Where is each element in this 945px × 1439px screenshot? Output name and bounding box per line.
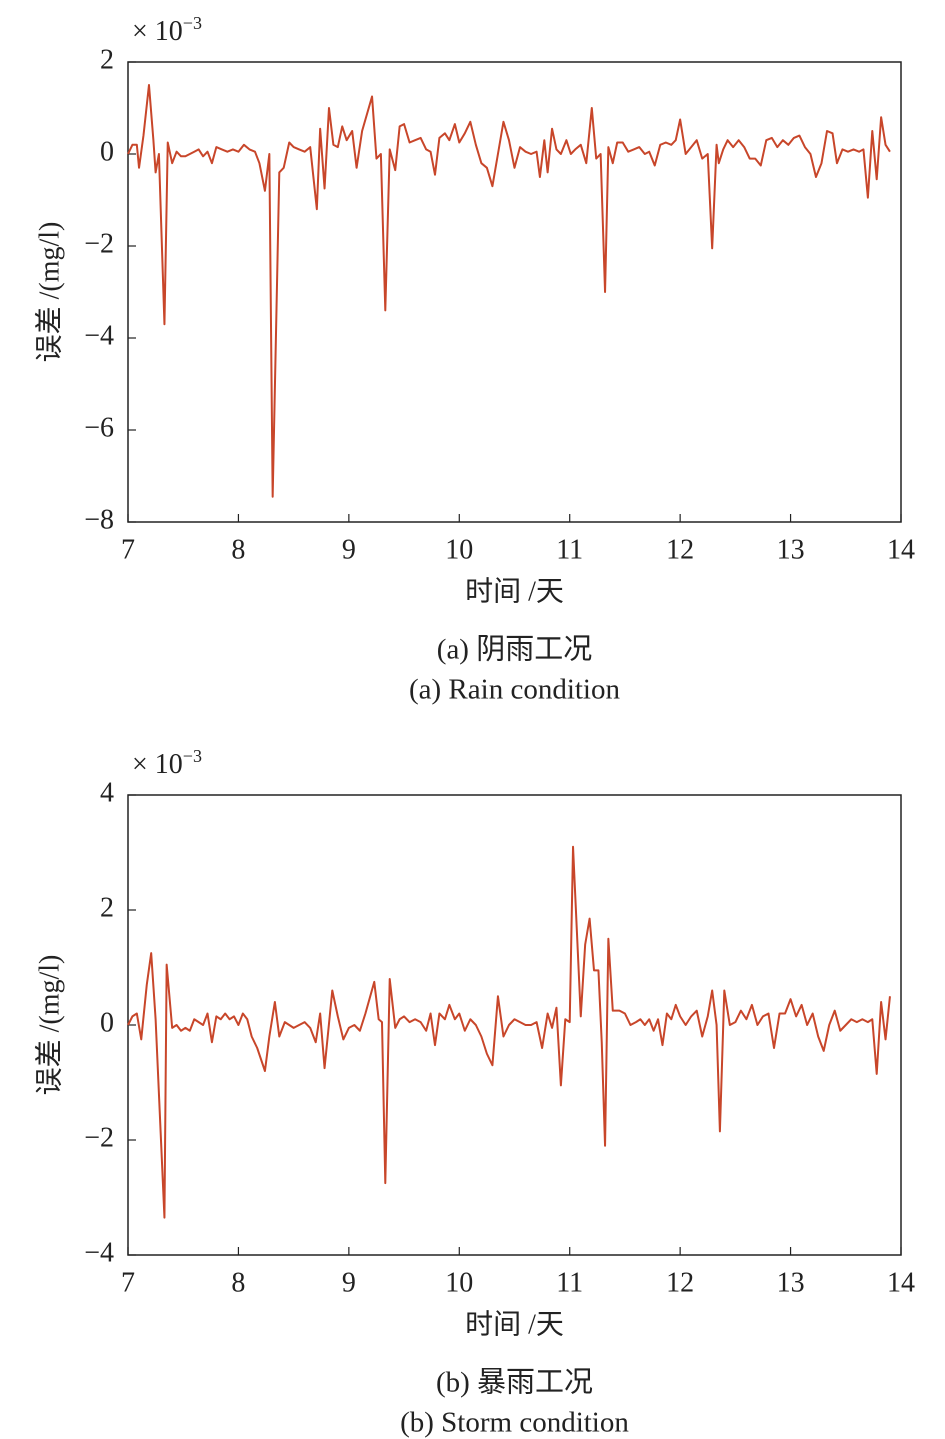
y-tick-label: −8 bbox=[84, 504, 114, 535]
y-tick-label: 2 bbox=[100, 44, 114, 75]
x-tick-label: 8 bbox=[231, 1267, 245, 1298]
x-tick-label: 9 bbox=[342, 534, 356, 565]
x-tick-label: 12 bbox=[666, 534, 694, 565]
axis-multiplier: × 10−3 bbox=[132, 746, 202, 780]
y-tick-label: 2 bbox=[100, 892, 114, 923]
y-axis-label: 误差 /(mg/l) bbox=[33, 222, 65, 363]
multiplier-base: × 10 bbox=[132, 749, 183, 780]
data-line bbox=[127, 845, 891, 1219]
caption-en: (b) Storm condition bbox=[400, 1407, 629, 1439]
multiplier-exponent: −3 bbox=[183, 746, 202, 766]
x-tick-label: 10 bbox=[445, 1267, 473, 1298]
x-tick-label: 7 bbox=[121, 1267, 135, 1298]
caption-cn: (a) 阴雨工况 bbox=[437, 634, 592, 666]
x-tick-label: 14 bbox=[887, 1267, 915, 1298]
x-tick-label: 11 bbox=[556, 1267, 583, 1298]
y-tick-label: 4 bbox=[100, 777, 114, 808]
caption-cn: (b) 暴雨工况 bbox=[436, 1367, 593, 1399]
y-tick-label: −4 bbox=[84, 320, 114, 351]
multiplier-exponent: −3 bbox=[183, 13, 202, 33]
axis-multiplier: × 10−3 bbox=[132, 13, 202, 47]
y-tick-label: −6 bbox=[84, 412, 114, 443]
y-tick-label: 0 bbox=[100, 1007, 114, 1038]
x-tick-label: 11 bbox=[556, 534, 583, 565]
x-tick-label: 7 bbox=[121, 534, 135, 565]
x-tick-label: 9 bbox=[342, 1267, 356, 1298]
x-axis-label: 时间 /天 bbox=[465, 1308, 564, 1340]
x-tick-label: 14 bbox=[887, 534, 915, 565]
x-tick-label: 13 bbox=[777, 1267, 805, 1298]
y-tick-label: −2 bbox=[84, 1122, 114, 1153]
y-tick-label: 0 bbox=[100, 136, 114, 167]
x-tick-label: 8 bbox=[231, 534, 245, 565]
data-line bbox=[127, 84, 891, 498]
y-tick-label: −4 bbox=[84, 1237, 114, 1268]
caption-en: (a) Rain condition bbox=[409, 674, 621, 706]
y-tick-label: −2 bbox=[84, 228, 114, 259]
plot-frame bbox=[127, 794, 902, 1256]
x-tick-label: 12 bbox=[666, 1267, 694, 1298]
x-axis-label: 时间 /天 bbox=[465, 575, 564, 607]
x-tick-label: 10 bbox=[445, 534, 473, 565]
x-tick-label: 13 bbox=[777, 534, 805, 565]
multiplier-base: × 10 bbox=[132, 16, 183, 47]
plot-frame bbox=[127, 61, 902, 523]
y-axis-label: 误差 /(mg/l) bbox=[33, 955, 65, 1096]
